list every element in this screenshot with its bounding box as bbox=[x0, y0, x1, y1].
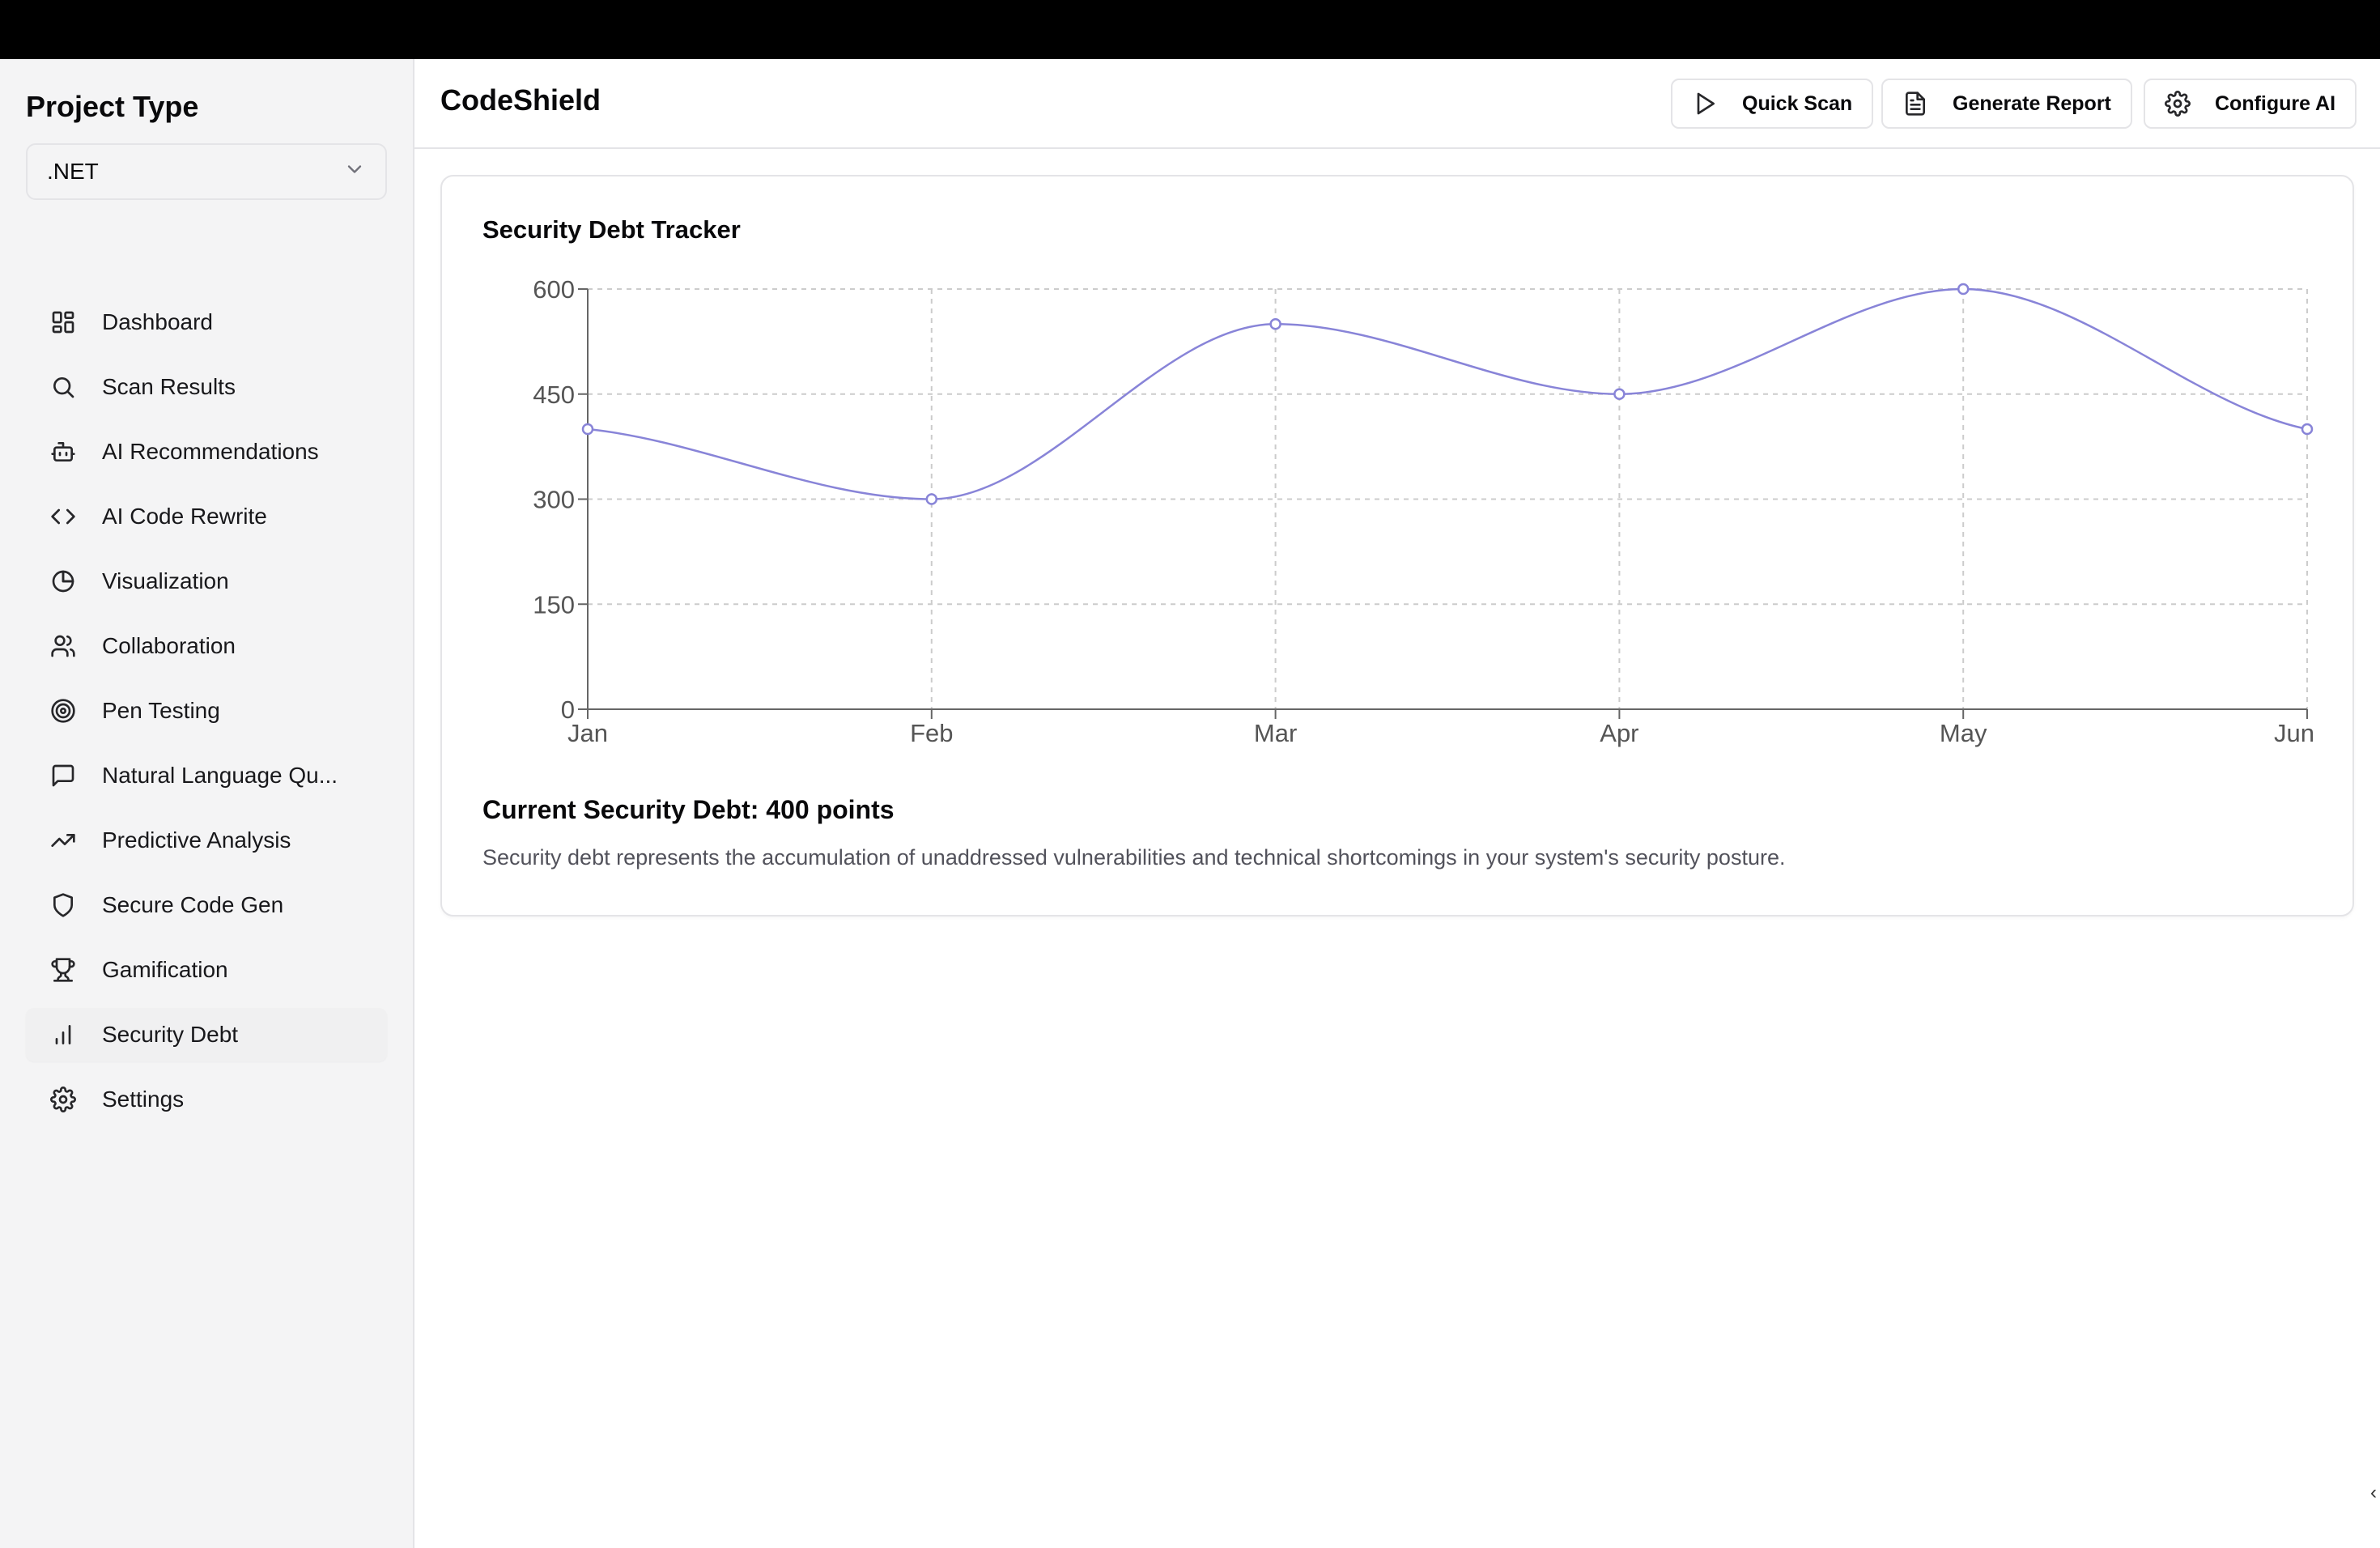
sidebar-item-label: Visualization bbox=[102, 568, 229, 593]
bot-icon bbox=[51, 442, 75, 461]
sidebar-item-ai-code-rewrite[interactable]: AI Code Rewrite bbox=[26, 490, 387, 543]
current-debt-heading: Current Security Debt: 400 points bbox=[482, 795, 895, 824]
top-black-bar bbox=[0, 0, 2380, 59]
sidebar-item-label: Settings bbox=[102, 1087, 185, 1112]
gear-icon bbox=[2165, 91, 2191, 117]
data-point bbox=[1957, 283, 1970, 296]
project-type-title: Project Type bbox=[26, 90, 199, 123]
sidebar-item-label: Security Debt bbox=[102, 1022, 239, 1047]
sidebar-item-label: Dashboard bbox=[102, 309, 213, 334]
sidebar-item-dashboard[interactable]: Dashboard bbox=[26, 296, 387, 349]
configure-ai-label: Configure AI bbox=[2215, 91, 2336, 115]
project-type-select[interactable]: .NET bbox=[26, 143, 387, 200]
generate-report-label: Generate Report bbox=[1953, 91, 2111, 115]
sidebar-item-label: Natural Language Qu... bbox=[102, 763, 338, 788]
grid-icon bbox=[52, 311, 74, 334]
sidebar-item-visualization[interactable]: Visualization bbox=[26, 555, 387, 608]
security-debt-card: Security Debt Tracker 0 150 300 450 600 Jan Fe… bbox=[440, 175, 2354, 916]
app-header: CodeShield Quick Scan Generate Report Co… bbox=[414, 59, 2380, 149]
y-tick-label: 300 bbox=[533, 486, 575, 514]
series-line bbox=[587, 287, 2308, 500]
sidebar-item-label: AI Recommendations bbox=[102, 439, 319, 464]
trending-up-icon bbox=[51, 834, 75, 847]
sidebar-item-settings[interactable]: Settings bbox=[26, 1073, 387, 1126]
generate-report-button[interactable]: Generate Report bbox=[1881, 79, 2132, 129]
sidebar-item-label: Pen Testing bbox=[102, 698, 220, 723]
sidebar: Project Type .NET Dashboard Scan Results… bbox=[0, 59, 414, 1548]
sidebar-item-label: Secure Code Gen bbox=[102, 892, 284, 917]
quick-scan-button[interactable]: Quick Scan bbox=[1671, 79, 1874, 129]
sidebar-item-label: Gamification bbox=[102, 957, 228, 982]
data-point bbox=[925, 493, 938, 505]
message-square-icon bbox=[52, 764, 74, 787]
x-tick-label: Apr bbox=[1600, 719, 1638, 747]
configure-ai-button[interactable]: Configure AI bbox=[2144, 79, 2357, 129]
sidebar-item-gamification[interactable]: Gamification bbox=[26, 943, 387, 997]
project-type-value: .NET bbox=[47, 159, 99, 184]
play-icon bbox=[1697, 92, 1715, 115]
x-tick-label: May bbox=[1940, 719, 1987, 747]
users-icon bbox=[51, 635, 75, 657]
data-point bbox=[581, 423, 594, 436]
shield-icon bbox=[53, 893, 73, 917]
app-title: CodeShield bbox=[440, 83, 601, 117]
data-point bbox=[2301, 423, 2314, 436]
sidebar-item-security-debt[interactable]: Security Debt bbox=[26, 1008, 387, 1061]
quick-scan-label: Quick Scan bbox=[1742, 91, 1853, 115]
trophy-icon bbox=[51, 958, 75, 982]
sidebar-item-label: Predictive Analysis bbox=[102, 827, 291, 853]
code-icon bbox=[51, 508, 75, 525]
sidebar-item-secure-code-gen[interactable]: Secure Code Gen bbox=[26, 878, 387, 932]
collapse-handle-icon[interactable]: ‹ bbox=[2370, 1482, 2377, 1503]
bar-chart-icon bbox=[55, 1025, 71, 1044]
security-debt-description: Security debt represents the accumulatio… bbox=[482, 845, 1786, 870]
y-tick-label: 600 bbox=[533, 275, 575, 304]
y-tick-label: 450 bbox=[533, 381, 575, 409]
y-tick-label: 150 bbox=[533, 590, 575, 619]
pie-chart-icon bbox=[52, 570, 74, 593]
x-tick-label: Jun bbox=[2274, 719, 2314, 747]
x-tick-label: Jan bbox=[567, 719, 608, 747]
sidebar-item-scan-results[interactable]: Scan Results bbox=[26, 360, 387, 414]
sidebar-item-label: Scan Results bbox=[102, 374, 236, 399]
chevron-down-icon bbox=[343, 158, 366, 186]
sidebar-item-ai-recommendations[interactable]: AI Recommendations bbox=[26, 425, 387, 478]
search-icon bbox=[53, 377, 74, 398]
sidebar-item-label: AI Code Rewrite bbox=[102, 504, 267, 529]
sidebar-item-label: Collaboration bbox=[102, 633, 236, 658]
gear-icon bbox=[50, 1087, 76, 1112]
x-tick-label: Feb bbox=[910, 719, 953, 747]
x-tick-label: Mar bbox=[1254, 719, 1297, 747]
file-text-icon bbox=[1906, 91, 1925, 116]
sidebar-item-natural-language-query[interactable]: Natural Language Qu... bbox=[26, 749, 387, 802]
data-point bbox=[1269, 318, 1281, 330]
sidebar-item-pen-testing[interactable]: Pen Testing bbox=[26, 684, 387, 738]
data-point bbox=[1613, 388, 1626, 400]
target-icon bbox=[51, 699, 75, 723]
sidebar-item-collaboration[interactable]: Collaboration bbox=[26, 619, 387, 673]
y-tick-label: 0 bbox=[561, 695, 575, 724]
security-debt-chart: 0 150 300 450 600 Jan Feb Mar Apr May Jun bbox=[533, 275, 2314, 747]
sidebar-item-predictive-analysis[interactable]: Predictive Analysis bbox=[26, 814, 387, 867]
card-title: Security Debt Tracker bbox=[482, 215, 741, 244]
